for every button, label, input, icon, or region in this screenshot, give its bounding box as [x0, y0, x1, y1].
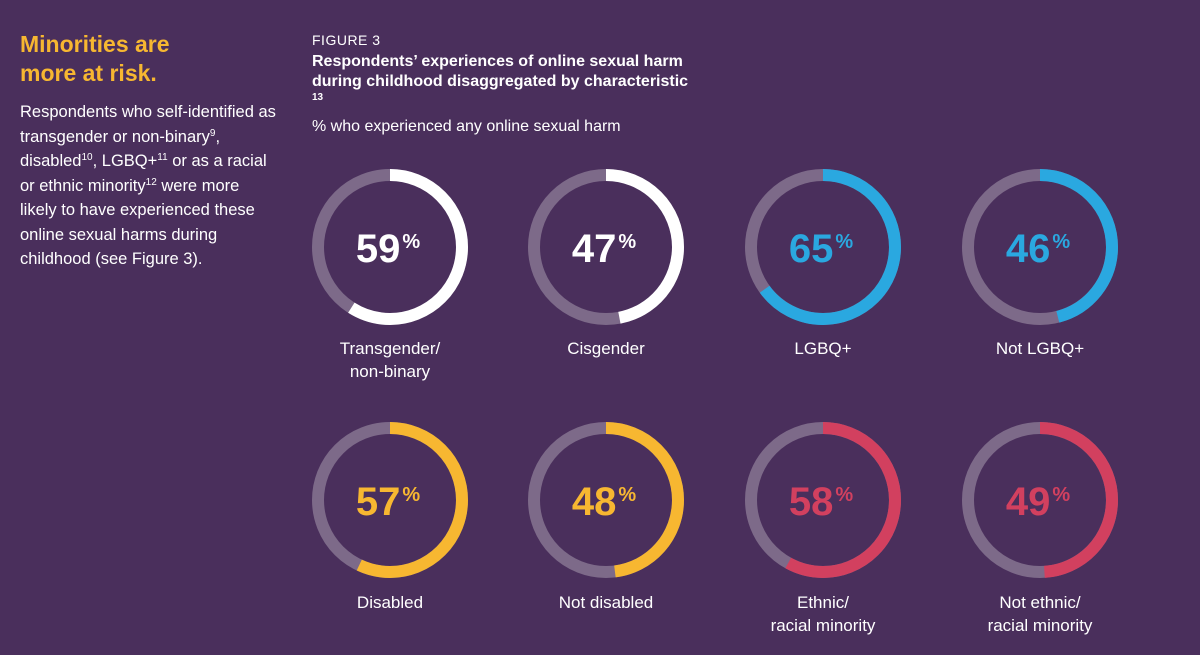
donut-value-arc [745, 422, 901, 578]
footnote-ref: 11 [157, 152, 168, 163]
donut-category-label-line: racial minority [987, 616, 1093, 635]
donut-category-label: Transgender/non-binary [290, 337, 490, 383]
donut-3: 46% [962, 169, 1118, 325]
donut-4: 57% [312, 422, 468, 578]
donut-category-label: Not ethnic/racial minority [940, 591, 1140, 637]
donut-1: 47% [528, 169, 684, 325]
sidebar-heading-line2: more at risk. [20, 60, 157, 86]
donut-category-label-line: Ethnic/ [797, 593, 849, 612]
donut-5: 48% [528, 422, 684, 578]
donut-value-label: 59% [356, 227, 421, 271]
donut-category-label-line: racial minority [770, 616, 876, 635]
sidebar-body-text: were more likely to have experienced the… [20, 176, 255, 269]
donut-value-arc [962, 422, 1118, 578]
donut-value-suffix: % [835, 484, 853, 506]
sidebar-heading: Minorities are more at risk. [20, 30, 280, 88]
donut-7: 49% [962, 422, 1118, 578]
donut-2: 65% [745, 169, 901, 325]
sidebar: Minorities are more at risk. Respondents… [20, 30, 280, 272]
donut-value-arc [528, 422, 684, 578]
donut-category-label-line: Not LGBQ+ [995, 339, 1085, 358]
donut-category-label: Not LGBQ+ [940, 337, 1140, 360]
sidebar-body-text: or as a racial or ethnic minority [20, 152, 267, 195]
donut-value-suffix: % [618, 484, 636, 506]
donut-value-suffix: % [835, 231, 853, 253]
donut-value-label: 48% [572, 480, 637, 524]
sidebar-heading-line1: Minorities are [20, 31, 170, 57]
donut-value-suffix: % [618, 231, 636, 253]
donut-value-arc [312, 422, 468, 578]
donut-value-number: 46 [1006, 227, 1051, 271]
footnote-ref: 13 [312, 92, 324, 103]
footnote-ref: 10 [81, 152, 93, 163]
figure-header: FIGURE 3 Respondents’ experiences of onl… [312, 32, 1172, 136]
sidebar-body-text: , LGBQ+ [92, 152, 158, 170]
donut-category-label-line: Not ethnic/ [999, 593, 1081, 612]
footnote-ref: 12 [145, 176, 157, 188]
donut-category-label-line: Disabled [356, 593, 424, 612]
donut-6: 58% [745, 422, 901, 578]
donut-value-number: 47 [572, 227, 617, 271]
donut-category-label-line: non-binary [349, 362, 431, 381]
figure-subtitle: % who experienced any online sexual harm [312, 118, 621, 135]
donut-value-label: 46% [1006, 227, 1071, 271]
donut-category-label: Cisgender [506, 337, 706, 360]
donut-value-arc [528, 169, 684, 325]
donut-category-label-line: LGBQ+ [794, 339, 852, 358]
donut-category-label: LGBQ+ [723, 337, 923, 360]
donut-value-number: 58 [789, 480, 834, 524]
donut-value-label: 57% [356, 480, 421, 524]
donut-value-arc [745, 169, 901, 325]
donut-value-arc [962, 169, 1118, 325]
donut-value-number: 48 [572, 480, 617, 524]
sidebar-body-text: Respondents who self-identified as trans… [20, 103, 276, 146]
donut-value-number: 65 [789, 227, 834, 271]
donut-category-label-line: Not disabled [558, 593, 654, 612]
figure-title-line2: during childhood disaggregated by charac… [312, 72, 1172, 112]
figure-title-line1: Respondents’ experiences of online sexua… [312, 53, 683, 70]
donut-value-suffix: % [1052, 231, 1070, 253]
donut-0: 59% [312, 169, 468, 325]
donut-value-suffix: % [402, 484, 420, 506]
donut-value-number: 49 [1006, 480, 1051, 524]
footnote-ref: 9 [209, 127, 216, 139]
donut-value-number: 59 [356, 227, 401, 271]
donut-value-arc [312, 169, 468, 325]
donut-value-suffix: % [402, 231, 420, 253]
figure-label: FIGURE 3 [312, 32, 381, 48]
donut-category-label: Not disabled [506, 591, 706, 614]
donut-category-label-line: Cisgender [567, 339, 645, 358]
donut-value-label: 65% [789, 227, 854, 271]
donut-category-label: Disabled [290, 591, 490, 614]
donut-value-label: 58% [789, 480, 854, 524]
donut-value-number: 57 [356, 480, 401, 524]
sidebar-body-text: , disabled [20, 127, 221, 171]
donut-value-label: 47% [572, 227, 637, 271]
donut-value-suffix: % [1052, 484, 1070, 506]
donut-value-label: 49% [1006, 480, 1071, 524]
figure-title-text: during childhood disaggregated by charac… [312, 73, 689, 90]
sidebar-body: Respondents who self-identified as trans… [20, 100, 280, 272]
figure-title: Respondents’ experiences of online sexua… [312, 52, 1172, 112]
donut-category-label-line: Transgender/ [339, 339, 441, 358]
donut-category-label: Ethnic/racial minority [723, 591, 923, 637]
